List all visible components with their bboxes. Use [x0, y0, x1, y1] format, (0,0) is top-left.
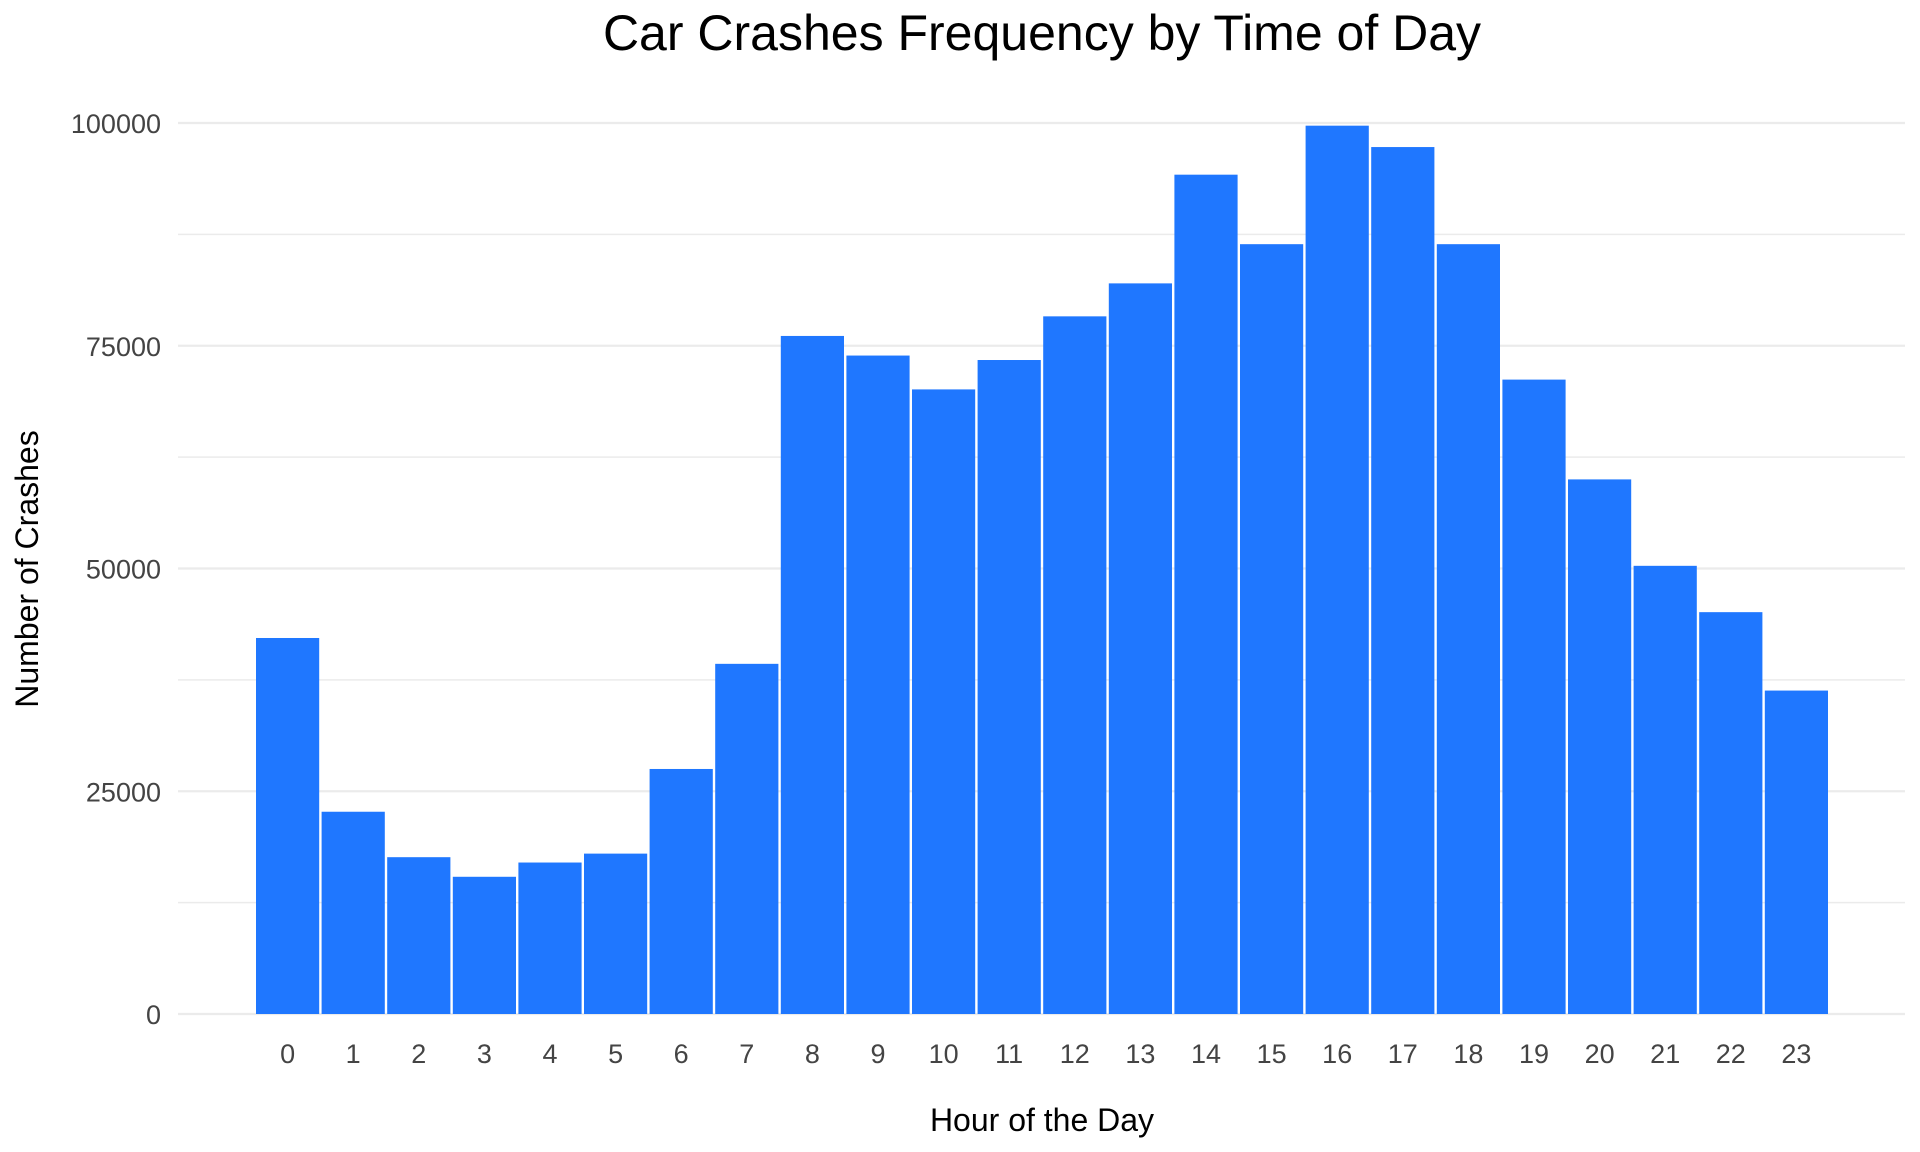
x-axis-label: Hour of the Day [930, 1102, 1154, 1138]
x-tick-label: 11 [995, 1039, 1023, 1069]
x-tick-label: 22 [1716, 1039, 1746, 1069]
bar-hour-10 [912, 389, 976, 1014]
x-tick-label: 15 [1257, 1039, 1287, 1069]
bar-hour-4 [518, 862, 582, 1014]
bar-hour-6 [649, 768, 713, 1014]
y-tick-label: 100000 [71, 109, 161, 139]
x-tick-label: 7 [739, 1039, 754, 1069]
y-axis-ticks: 0 25000 50000 75000 100000 [71, 109, 161, 1030]
y-tick-label: 25000 [86, 777, 161, 807]
x-tick-label: 0 [280, 1039, 295, 1069]
bars [256, 125, 1828, 1015]
x-tick-label: 5 [608, 1039, 623, 1069]
bar-hour-9 [846, 355, 910, 1014]
x-tick-label: 12 [1060, 1039, 1090, 1069]
x-tick-label: 6 [674, 1039, 689, 1069]
bar-hour-22 [1699, 612, 1763, 1014]
y-tick-label: 50000 [86, 555, 161, 585]
x-tick-label: 8 [805, 1039, 820, 1069]
y-axis-label: Number of Crashes [9, 430, 45, 707]
bar-hour-1 [321, 811, 385, 1014]
bar-hour-20 [1568, 479, 1632, 1014]
y-tick-label: 0 [146, 1000, 161, 1030]
bar-hour-11 [977, 360, 1041, 1015]
y-tick-label: 75000 [86, 332, 161, 362]
x-tick-label: 1 [346, 1039, 361, 1069]
bar-hour-15 [1240, 244, 1304, 1014]
bar-hour-12 [1043, 316, 1107, 1014]
bar-hour-17 [1371, 147, 1435, 1014]
x-tick-label: 2 [411, 1039, 426, 1069]
bar-hour-2 [387, 857, 451, 1014]
x-tick-label: 16 [1322, 1039, 1352, 1069]
x-tick-label: 17 [1388, 1039, 1418, 1069]
x-tick-label: 3 [477, 1039, 492, 1069]
bar-hour-8 [780, 335, 844, 1015]
bar-hour-13 [1108, 283, 1172, 1014]
x-tick-label: 14 [1191, 1039, 1221, 1069]
bar-hour-14 [1174, 174, 1238, 1015]
x-tick-label: 21 [1650, 1039, 1680, 1069]
bar-hour-23 [1764, 690, 1828, 1014]
x-tick-label: 10 [929, 1039, 959, 1069]
bar-hour-3 [452, 876, 516, 1014]
x-tick-label: 18 [1453, 1039, 1483, 1069]
bar-hour-18 [1436, 244, 1500, 1014]
x-tick-label: 23 [1781, 1039, 1811, 1069]
x-tick-label: 4 [542, 1039, 557, 1069]
x-tick-label: 9 [870, 1039, 885, 1069]
bar-hour-0 [256, 637, 320, 1014]
bar-hour-21 [1633, 565, 1697, 1014]
bar-hour-16 [1305, 125, 1369, 1015]
bar-hour-19 [1502, 379, 1566, 1014]
x-tick-label: 13 [1125, 1039, 1155, 1069]
bar-hour-7 [715, 663, 779, 1014]
x-tick-label: 19 [1519, 1039, 1549, 1069]
x-axis-ticks: 0 1 2 3 4 5 6 7 8 9 10 11 12 13 14 15 16 17 18 19 20 21 22 23 [280, 1039, 1811, 1069]
chart-title: Car Crashes Frequency by Time of Day [603, 5, 1481, 61]
bar-hour-5 [584, 853, 648, 1014]
x-tick-label: 20 [1585, 1039, 1615, 1069]
